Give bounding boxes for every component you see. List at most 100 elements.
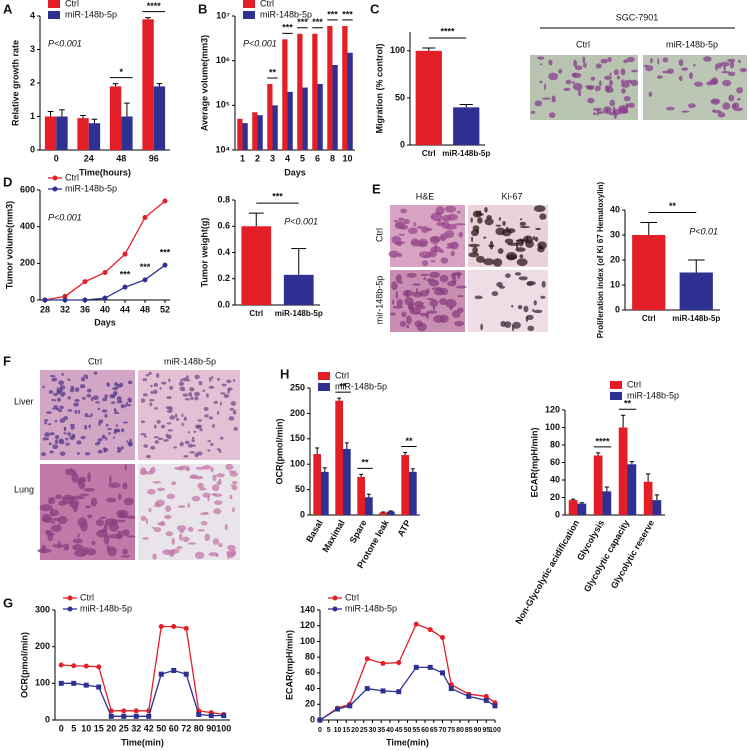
micrograph-cell	[212, 423, 215, 428]
marker	[396, 660, 402, 666]
micrograph-cell	[193, 430, 197, 434]
micrograph-cell	[409, 307, 421, 315]
micrograph-cell	[519, 254, 524, 259]
micrograph-cell	[165, 406, 172, 410]
marker	[466, 693, 472, 699]
micrograph-cell	[425, 227, 433, 232]
x-tick-label: 100	[489, 727, 501, 734]
micrograph-cell	[174, 466, 183, 471]
bar	[365, 497, 373, 515]
x-tick-label: 10	[342, 153, 352, 163]
micrograph-cell	[626, 56, 635, 63]
micrograph-cell	[61, 372, 64, 376]
y-tick-label: 60	[305, 667, 315, 677]
micrograph-cell	[480, 323, 484, 331]
micrograph-cell	[37, 548, 52, 554]
marker	[448, 686, 454, 692]
y-axis-label: OCR(pmol/min)	[274, 419, 284, 485]
y-tick-label: 0.4	[217, 247, 230, 257]
x-tick-label: 48	[140, 304, 150, 314]
micrograph-cell	[121, 529, 130, 537]
x-tick-label: 5	[327, 727, 331, 734]
y-tick-label: 0	[310, 714, 315, 724]
micrograph-cell	[519, 225, 531, 229]
y-tick-label: 80	[550, 439, 560, 449]
y-tick-label: 20	[610, 254, 620, 264]
marker	[427, 627, 433, 633]
panel-letter: B	[198, 1, 207, 16]
micrograph-cell	[621, 88, 626, 94]
micrograph-cell	[548, 112, 556, 119]
micrograph-cell	[523, 305, 529, 313]
micrograph-cell	[154, 501, 159, 505]
micrograph-cell	[188, 542, 197, 545]
micrograph-cell	[165, 433, 169, 438]
bar	[602, 491, 612, 515]
y-tick-label: 300	[35, 604, 50, 614]
micrograph-cell	[101, 434, 106, 439]
micrograph-cell	[113, 411, 120, 415]
marker	[121, 708, 127, 714]
micrograph-cell	[105, 423, 109, 427]
micrograph-cell	[95, 401, 100, 404]
x-tick-label: 45	[395, 727, 403, 734]
micrograph-cell	[104, 394, 108, 399]
micrograph-cell	[412, 291, 423, 298]
micrograph-cell	[86, 393, 92, 398]
micrograph-cell	[656, 75, 663, 79]
y-tick-label: 30	[610, 229, 620, 239]
p-value: P<0.001	[284, 216, 318, 226]
micrograph-cell	[175, 417, 180, 421]
significance: **	[624, 399, 632, 409]
micrograph-cell	[57, 409, 63, 413]
micrograph-cell	[229, 494, 233, 500]
micrograph-cell	[727, 58, 736, 63]
micrograph-cell	[113, 407, 116, 412]
micrograph-cell	[612, 109, 622, 115]
marker	[364, 686, 370, 692]
x-tick-label: 60	[421, 727, 429, 734]
micrograph-cell	[484, 218, 494, 226]
micrograph-cell	[77, 533, 80, 538]
micrograph-cell	[515, 240, 519, 249]
micrograph-cell	[396, 298, 403, 308]
bar	[283, 274, 314, 305]
micrograph-cell	[51, 521, 56, 524]
micrograph-cell	[52, 517, 63, 522]
micrograph-cell	[104, 518, 118, 526]
micrograph-cell	[609, 72, 612, 76]
micrograph-cell	[86, 388, 92, 393]
y-tick-label: 250	[290, 382, 305, 392]
micrograph-cell	[194, 391, 201, 397]
micrograph-cell	[208, 552, 219, 557]
micrograph-cell	[456, 285, 467, 289]
micrograph-cell	[182, 377, 188, 382]
micrograph-cell	[572, 80, 575, 85]
y-tick-label: 10⁶	[216, 55, 230, 65]
micrograph-cell	[405, 315, 412, 325]
micrograph-cell	[153, 503, 162, 508]
micrograph-cell	[426, 310, 438, 314]
marker	[58, 680, 64, 686]
micrograph-cell	[472, 246, 478, 254]
micrograph-cell	[142, 378, 148, 382]
micrograph-cell	[85, 548, 97, 556]
marker	[183, 625, 189, 631]
x-tick-label: 0	[54, 153, 59, 163]
micrograph-cell	[452, 276, 457, 284]
micrograph-cell	[150, 384, 153, 388]
bar	[297, 33, 303, 150]
micrograph-cell	[157, 437, 164, 441]
micrograph-cell	[432, 305, 436, 311]
micrograph-cell	[688, 72, 694, 80]
micrograph-cell	[439, 233, 448, 241]
marker	[96, 684, 102, 690]
micrograph-cell	[169, 415, 176, 420]
micrograph-cell	[533, 300, 537, 306]
micrograph-cell	[527, 325, 535, 332]
micrograph-cell	[127, 397, 132, 403]
x-tick-label: 40	[100, 304, 110, 314]
y-tick-label: 3	[30, 44, 35, 54]
micrograph-cell	[161, 381, 167, 385]
micrograph-cell	[48, 497, 52, 505]
